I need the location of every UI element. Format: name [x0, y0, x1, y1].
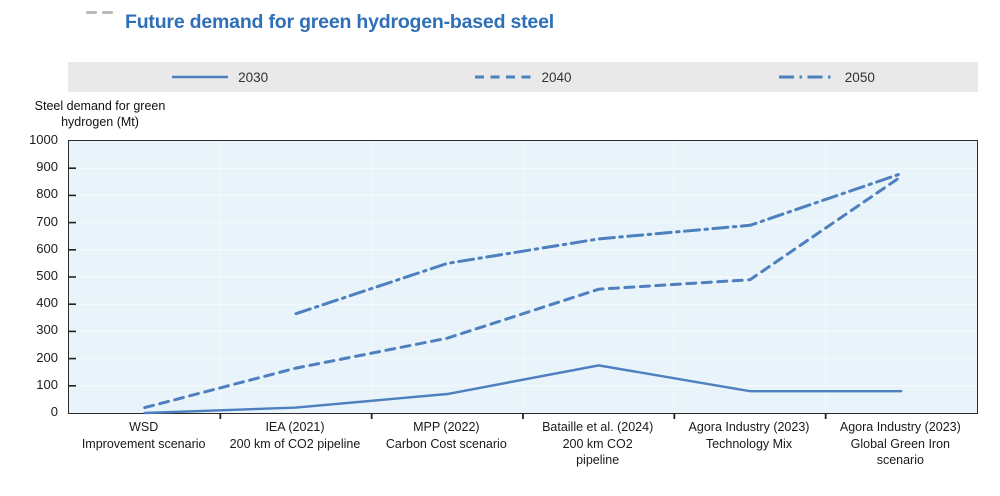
y-tick-label: 400 [36, 295, 58, 311]
y-tick-label: 200 [36, 349, 58, 365]
chart-canvas [69, 141, 977, 419]
legend-swatch-dashed-line-icon [475, 75, 532, 79]
x-category-label: Agora Industry (2023) Global Green Iron … [839, 420, 961, 467]
y-tick-label: 900 [36, 159, 58, 175]
legend-item-2050: 2050 [778, 70, 875, 85]
x-category-label: Agora Industry (2023) Technology Mix [688, 420, 810, 451]
x-category-label: Bataille et al. (2024) 200 km CO2 pipeli… [542, 420, 654, 467]
chart-legend: 2030 2040 2050 [68, 62, 978, 92]
x-category-label: WSD Improvement scenario [81, 420, 206, 451]
y-tick-label: 1000 [29, 132, 58, 147]
x-category-label: MPP (2022) Carbon Cost scenario [385, 420, 507, 451]
legend-label: 2030 [238, 69, 269, 85]
legend-label: 2050 [844, 69, 875, 85]
crop-artifact-marks [86, 11, 113, 14]
y-axis-tick-labels: 1000 900 800 700 600 500 400 300 200 100 0 [14, 132, 60, 419]
legend-item-2040: 2040 [474, 69, 572, 85]
legend-item-2030: 2030 [171, 70, 268, 85]
y-tick-label: 500 [36, 268, 58, 283]
y-tick-label: 100 [36, 376, 58, 392]
y-axis-title: Steel demand for green hydrogen (Mt) [34, 99, 166, 130]
legend-swatch-solid-line-icon [172, 75, 229, 79]
y-tick-label: 0 [50, 404, 58, 419]
chart-title: Future demand for green hydrogen-based s… [125, 11, 554, 33]
legend-label: 2040 [541, 69, 572, 85]
x-category-label: IEA (2021) 200 km of CO2 pipeline [229, 420, 361, 451]
series-line-2040 [143, 174, 903, 410]
legend-swatch-dash-dot-line-icon [778, 75, 835, 79]
y-tick-label: 600 [36, 240, 58, 256]
y-tick-label: 700 [36, 213, 58, 229]
y-tick-label: 800 [36, 186, 58, 202]
series-line-2050 [294, 172, 903, 316]
series-line-2030 [143, 364, 903, 415]
x-axis-category-labels: WSD Improvement scenario IEA (2021) 200 k… [68, 419, 976, 489]
plot-area [68, 140, 978, 419]
y-tick-label: 300 [36, 322, 58, 338]
